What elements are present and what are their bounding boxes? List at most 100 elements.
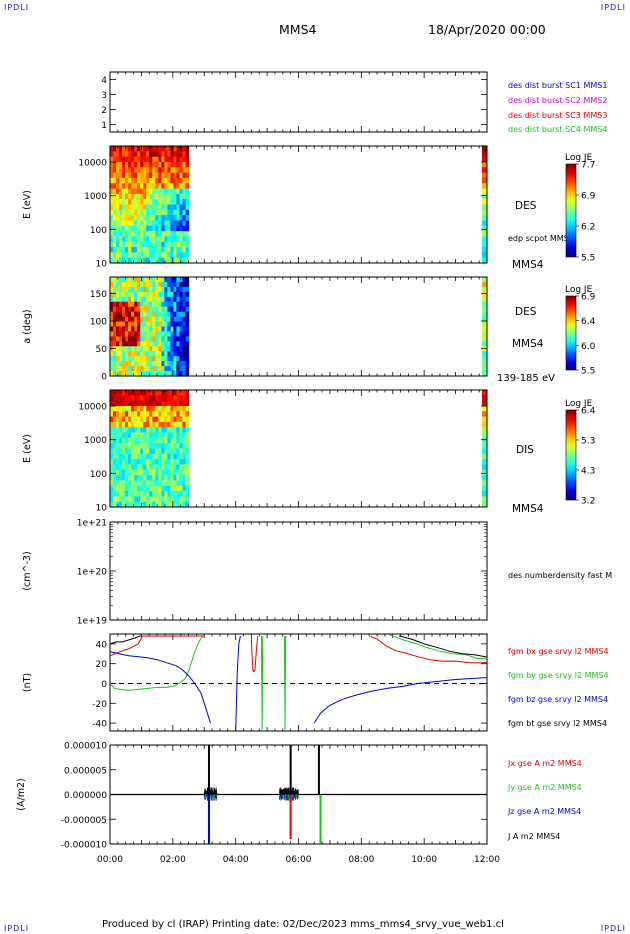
heatmap-cell <box>122 281 126 288</box>
heatmap-edge-cell <box>482 341 487 347</box>
heatmap-cell <box>173 411 178 418</box>
heatmap-cell <box>128 183 132 190</box>
heatmap-cell <box>110 501 114 508</box>
heatmap-cell <box>113 277 117 283</box>
heatmap-edge-cell <box>482 395 487 402</box>
heatmap-edge-cell <box>482 215 487 222</box>
heatmap-cell <box>146 326 150 333</box>
heatmap-cell <box>149 469 153 476</box>
heatmap-cell <box>161 480 165 487</box>
des-pitch-y-tick-label: 50 <box>96 345 108 355</box>
heatmap-cell <box>146 475 150 482</box>
heatmap-cell <box>179 247 184 253</box>
heatmap-cell <box>179 411 184 418</box>
heatmap-cell <box>176 167 181 174</box>
heatmap-cell <box>161 346 165 352</box>
heatmap-cell <box>143 167 147 174</box>
heatmap-cell <box>125 395 129 402</box>
fgm-series-line <box>250 635 259 673</box>
heatmap-cell <box>122 215 126 222</box>
heatmap-cell <box>134 156 138 163</box>
heatmap-cell <box>170 316 175 323</box>
heatmap-cell <box>113 306 117 313</box>
heatmap-cell <box>167 341 172 347</box>
colorbar-tick-label: 4.3 <box>581 467 595 477</box>
heatmap-cell <box>113 281 117 288</box>
heatmap-cell <box>110 291 114 298</box>
heatmap-edge-cell <box>482 316 487 323</box>
heatmap-cell <box>137 336 141 342</box>
heatmap-cell <box>134 252 138 259</box>
heatmap-cell <box>140 411 144 418</box>
heatmap-cell <box>122 241 126 248</box>
heatmap-cell <box>116 167 120 174</box>
heatmap-cell <box>152 209 156 216</box>
heatmap-cell <box>173 241 178 248</box>
heatmap-cell <box>158 361 162 367</box>
heatmap-cell <box>128 326 132 333</box>
heatmap-edge-cell <box>482 469 487 476</box>
heatmap-cell <box>125 501 129 508</box>
heatmap-cell <box>110 177 114 184</box>
heatmap-cell <box>128 167 132 174</box>
heatmap-cell <box>176 400 181 407</box>
heatmap-cell <box>113 161 117 168</box>
heatmap-cell <box>185 183 190 190</box>
heatmap-cell <box>140 443 144 450</box>
heatmap-cell <box>182 177 187 184</box>
heatmap-cell <box>134 331 138 337</box>
heatmap-cell <box>122 469 126 476</box>
heatmap-cell <box>167 437 172 444</box>
heatmap-cell <box>185 432 190 439</box>
heatmap-cell <box>176 291 181 298</box>
heatmap-cell <box>146 306 150 313</box>
heatmap-cell <box>143 252 147 259</box>
heatmap-cell <box>179 281 184 288</box>
heatmap-cell <box>173 236 178 243</box>
heatmap-cell <box>170 437 175 444</box>
heatmap-cell <box>119 247 123 253</box>
heatmap-cell <box>110 257 114 264</box>
heatmap-cell <box>146 209 150 216</box>
heatmap-cell <box>161 448 165 455</box>
heatmap-cell <box>134 215 138 222</box>
heatmap-cell <box>116 321 120 328</box>
heatmap-cell <box>140 311 144 318</box>
legend-entry: fgm bt gse srvy l2 MMS4 <box>508 719 607 728</box>
heatmap-cell <box>116 496 120 503</box>
heatmap-cell <box>155 204 159 211</box>
heatmap-cell <box>140 252 144 259</box>
heatmap-cell <box>128 395 132 402</box>
heatmap-cell <box>143 501 147 508</box>
fgm-y-tick-label: 0 <box>101 680 107 690</box>
heatmap-cell <box>110 183 114 190</box>
heatmap-cell <box>128 199 132 206</box>
heatmap-edge-cell <box>482 301 487 308</box>
heatmap-cell <box>161 236 165 243</box>
heatmap-cell <box>122 366 126 372</box>
heatmap-cell <box>161 231 165 238</box>
heatmap-cell <box>182 209 187 216</box>
colorbar-title: Log JE <box>565 153 593 163</box>
heatmap-cell <box>173 400 178 407</box>
heatmap-edge-cell <box>482 156 487 163</box>
heatmap-cell <box>122 204 126 211</box>
heatmap-cell <box>116 485 120 492</box>
heatmap-cell <box>146 231 150 238</box>
heatmap-cell <box>119 496 123 503</box>
heatmap-cell <box>155 336 159 342</box>
heatmap-cell <box>176 311 181 318</box>
heatmap-cell <box>152 291 156 298</box>
heatmap-cell <box>140 183 144 190</box>
heatmap-cell <box>158 193 162 200</box>
heatmap-cell <box>161 311 165 318</box>
heatmap-cell <box>116 480 120 487</box>
heatmap-cell <box>155 281 159 288</box>
heatmap-cell <box>170 146 175 152</box>
heatmap-cell <box>116 475 120 482</box>
heatmap-cell <box>185 437 190 444</box>
heatmap-cell <box>146 161 150 168</box>
heatmap-cell <box>125 247 129 253</box>
heatmap-cell <box>176 432 181 439</box>
heatmap-cell <box>137 437 141 444</box>
